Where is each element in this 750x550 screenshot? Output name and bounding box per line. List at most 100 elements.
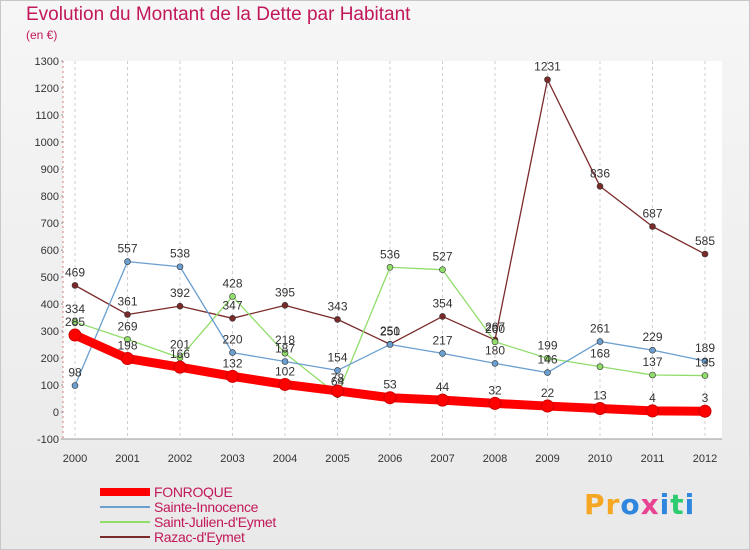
data-point: [544, 76, 551, 83]
x-tick-label: 2011: [641, 453, 665, 465]
x-tick-label: 2002: [168, 453, 192, 465]
data-point: [124, 311, 131, 318]
y-tick-label: 700: [41, 218, 59, 230]
x-tick-label: 2012: [693, 453, 717, 465]
data-label: 250: [380, 325, 400, 339]
y-tick-label: 0: [53, 407, 59, 419]
legend-swatch: [100, 506, 150, 508]
data-label: 4: [649, 391, 656, 405]
data-point: [71, 382, 79, 389]
data-label: 469: [65, 265, 85, 279]
data-point: [121, 352, 134, 366]
grid: [63, 61, 722, 439]
data-point: [701, 372, 709, 379]
data-point: [173, 360, 187, 374]
data-point: [229, 293, 236, 300]
data-point: [68, 328, 82, 342]
data-label: 154: [327, 350, 347, 364]
logo-letter: i: [684, 488, 696, 521]
logo-letter: i: [659, 488, 671, 521]
data-point: [596, 182, 604, 190]
data-label: 428: [222, 276, 242, 290]
data-label: 536: [380, 247, 400, 261]
logo-letter: t: [670, 488, 685, 521]
data-label: 132: [222, 356, 242, 370]
y-tick-label: 1000: [35, 137, 59, 149]
data-label: 13: [593, 388, 607, 402]
data-label: 201: [170, 338, 190, 352]
data-point: [439, 313, 446, 320]
y-tick-label: 200: [41, 353, 59, 365]
data-point: [593, 401, 607, 415]
y-tick-label: 900: [41, 164, 59, 176]
data-label: 557: [117, 242, 137, 256]
x-tick-label: 2004: [273, 453, 297, 465]
data-label: 251: [380, 324, 400, 338]
legend-swatch: [100, 536, 150, 538]
data-label: 98: [68, 366, 82, 380]
data-point: [541, 399, 554, 413]
y-tick-label: -100: [37, 434, 59, 446]
data-label: 361: [117, 295, 137, 309]
logo-letter: r: [605, 488, 621, 521]
data-label: 354: [432, 296, 452, 310]
data-label: 395: [275, 285, 295, 299]
data-point: [386, 341, 394, 348]
data-point: [701, 250, 709, 258]
data-point: [596, 338, 604, 345]
data-point: [544, 369, 551, 376]
data-label: 334: [65, 302, 85, 316]
legend-label: Sainte-Innocence: [154, 499, 259, 515]
data-label: 189: [695, 341, 715, 355]
x-tick-label: 2010: [588, 453, 612, 465]
data-point: [649, 371, 656, 379]
y-tick-label: 1200: [35, 83, 59, 95]
data-label: 267: [485, 320, 505, 334]
data-label: 218: [275, 333, 295, 347]
data-label: 187: [275, 342, 295, 356]
data-label: 269: [117, 319, 137, 333]
data-label: 22: [541, 386, 555, 400]
data-label: 229: [642, 330, 662, 344]
x-tick-label: 2000: [63, 453, 87, 465]
data-point: [544, 354, 551, 362]
logo-letter: P: [584, 488, 606, 521]
data-label: 199: [537, 338, 557, 352]
data-label: 585: [695, 234, 715, 248]
data-label: 78: [331, 371, 345, 385]
data-point: [334, 367, 341, 374]
chart-title: Evolution du Montant de la Dette par Hab…: [26, 4, 411, 25]
legend-swatch: [100, 521, 150, 523]
data-label: 217: [432, 333, 452, 347]
data-point: [649, 223, 656, 230]
data-label: 53: [383, 378, 397, 392]
y-tick-label: 1100: [35, 110, 59, 122]
y-tick-label: 300: [41, 326, 59, 338]
y-tick-label: 400: [41, 299, 59, 311]
x-tick-label: 2003: [220, 453, 244, 465]
data-point: [436, 393, 449, 407]
data-label: 527: [432, 250, 452, 264]
legend-label: Razac-d'Eymet: [154, 529, 245, 545]
data-point: [439, 350, 446, 357]
data-point: [176, 263, 184, 271]
data-point: [383, 391, 397, 405]
data-label: 347: [222, 298, 242, 312]
data-point: [386, 263, 394, 271]
data-point: [124, 258, 131, 265]
data-label: 261: [590, 322, 610, 336]
x-tick-label: 2006: [378, 453, 402, 465]
y-tick-label: 500: [41, 272, 59, 284]
data-point: [278, 377, 292, 391]
x-tick-label: 2009: [535, 453, 559, 465]
data-label: 343: [327, 299, 347, 313]
data-label: 146: [537, 353, 557, 367]
data-point: [229, 315, 236, 322]
data-point: [124, 336, 131, 343]
data-point: [71, 282, 79, 289]
proxiti-logo: Proxiti: [584, 488, 695, 521]
data-label: 64: [331, 375, 345, 389]
data-label: 687: [642, 207, 662, 221]
data-point: [491, 360, 499, 367]
